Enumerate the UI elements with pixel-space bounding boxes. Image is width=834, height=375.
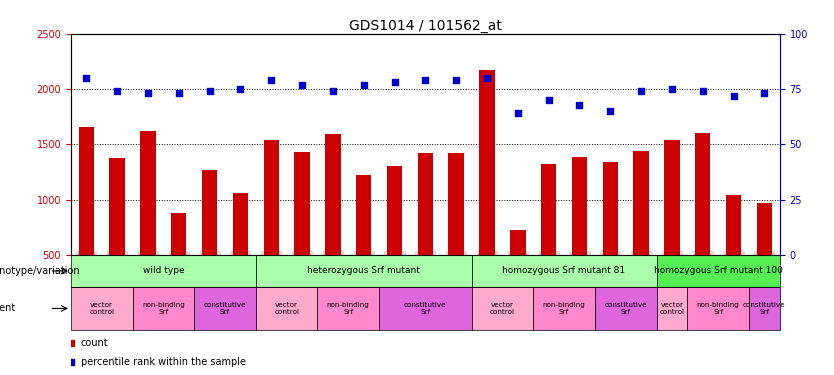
Bar	[756, 203, 772, 255]
Bar	[471, 287, 533, 330]
Bar	[749, 287, 780, 330]
Bar	[256, 255, 471, 287]
Text: agent: agent	[0, 303, 16, 313]
Point	[264, 77, 278, 83]
Bar	[664, 140, 680, 255]
Text: homozygous Srf mutant 81: homozygous Srf mutant 81	[502, 266, 626, 275]
Bar	[109, 158, 125, 255]
Text: vector
control: vector control	[89, 302, 114, 315]
Bar	[140, 131, 156, 255]
Point	[666, 86, 679, 92]
Text: non-binding
Srf: non-binding Srf	[327, 302, 369, 315]
Point	[758, 90, 771, 96]
Point	[295, 82, 309, 88]
Bar	[687, 287, 749, 330]
Text: non-binding
Srf: non-binding Srf	[543, 302, 585, 315]
Text: non-binding
Srf: non-binding Srf	[696, 302, 740, 315]
Text: wild type: wild type	[143, 266, 184, 275]
Bar	[71, 287, 133, 330]
Bar	[510, 230, 525, 255]
Bar	[656, 255, 780, 287]
Bar	[294, 152, 309, 255]
Point	[573, 102, 586, 108]
Point	[357, 82, 370, 88]
Point	[388, 80, 401, 86]
Title: GDS1014 / 101562_at: GDS1014 / 101562_at	[349, 19, 502, 33]
Bar	[449, 153, 464, 255]
Bar	[379, 287, 471, 330]
Bar	[264, 140, 279, 255]
Bar	[633, 151, 649, 255]
Point	[604, 108, 617, 114]
Bar	[656, 287, 687, 330]
Bar	[233, 193, 249, 255]
Bar	[533, 287, 595, 330]
Bar	[318, 287, 379, 330]
Text: constitutive
Srf: constitutive Srf	[605, 302, 647, 315]
Point	[234, 86, 247, 92]
Bar	[194, 287, 256, 330]
Point	[172, 90, 185, 96]
Text: percentile rank within the sample: percentile rank within the sample	[81, 357, 246, 367]
Bar	[78, 127, 94, 255]
Bar	[202, 170, 218, 255]
Point	[480, 75, 494, 81]
Text: vector
control: vector control	[490, 302, 515, 315]
Bar	[471, 255, 656, 287]
Point	[635, 88, 648, 94]
Point	[727, 93, 741, 99]
Text: non-binding
Srf: non-binding Srf	[142, 302, 185, 315]
Bar	[171, 213, 187, 255]
Point	[419, 77, 432, 83]
Bar	[695, 133, 711, 255]
Point	[79, 75, 93, 81]
Text: genotype/variation: genotype/variation	[0, 266, 80, 276]
Bar	[133, 287, 194, 330]
Point	[203, 88, 216, 94]
Text: homozygous Srf mutant 100: homozygous Srf mutant 100	[654, 266, 782, 275]
Text: constitutive
Srf: constitutive Srf	[404, 302, 447, 315]
Bar	[726, 195, 741, 255]
Bar	[595, 287, 656, 330]
Point	[450, 77, 463, 83]
Point	[542, 97, 555, 103]
Text: constitutive
Srf: constitutive Srf	[743, 302, 786, 315]
Bar	[572, 156, 587, 255]
Point	[326, 88, 339, 94]
Bar	[387, 166, 402, 255]
Text: vector
control: vector control	[660, 302, 685, 315]
Bar	[325, 134, 340, 255]
Point	[696, 88, 710, 94]
Text: constitutive
Srf: constitutive Srf	[203, 302, 246, 315]
Point	[110, 88, 123, 94]
Point	[141, 90, 154, 96]
Bar	[602, 162, 618, 255]
Bar	[256, 287, 318, 330]
Point	[511, 110, 525, 116]
Bar	[541, 164, 556, 255]
Bar	[418, 153, 433, 255]
Text: heterozygous Srf mutant: heterozygous Srf mutant	[307, 266, 420, 275]
Bar	[356, 175, 371, 255]
Bar	[71, 255, 256, 287]
Text: vector
control: vector control	[274, 302, 299, 315]
Bar	[480, 70, 495, 255]
Text: count: count	[81, 338, 108, 348]
